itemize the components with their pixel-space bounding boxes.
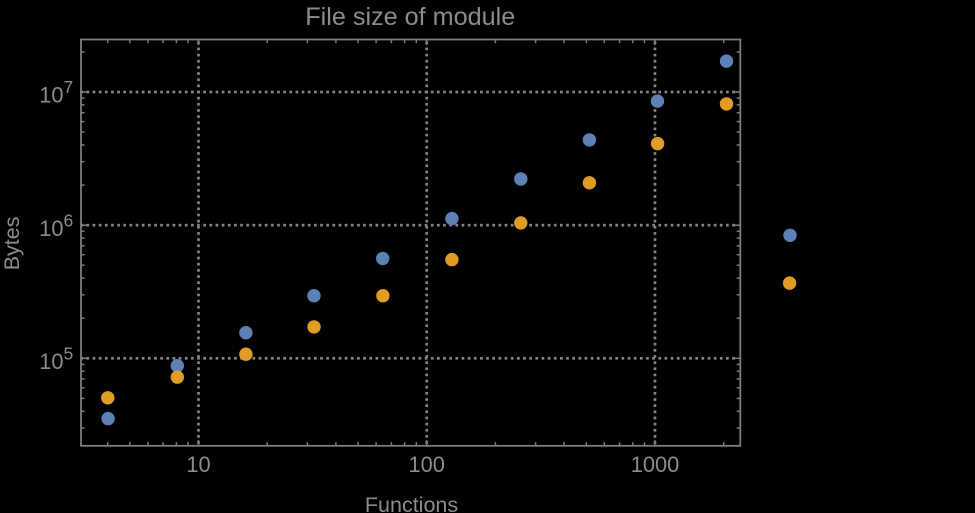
svg-text:1000: 1000: [631, 452, 680, 477]
svg-text:10: 10: [39, 216, 63, 241]
svg-text:10: 10: [39, 83, 63, 108]
svg-text:100: 100: [409, 452, 445, 477]
svg-text:File size of module: File size of module: [305, 3, 515, 31]
svg-text:6: 6: [64, 210, 74, 230]
svg-text:5: 5: [64, 344, 74, 364]
svg-text:Bytes: Bytes: [0, 217, 24, 271]
svg-text:7: 7: [64, 77, 74, 97]
svg-text:10: 10: [186, 452, 210, 477]
svg-text:Functions: Functions: [365, 493, 458, 513]
svg-text:10: 10: [39, 349, 63, 374]
